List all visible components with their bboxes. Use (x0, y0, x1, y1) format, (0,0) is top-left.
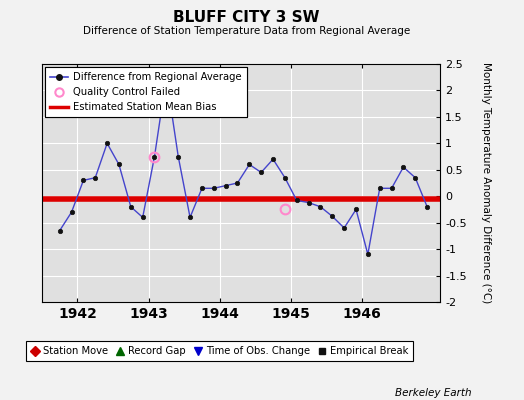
Text: Difference of Station Temperature Data from Regional Average: Difference of Station Temperature Data f… (83, 26, 410, 36)
Text: Berkeley Earth: Berkeley Earth (395, 388, 472, 398)
Legend: Station Move, Record Gap, Time of Obs. Change, Empirical Break: Station Move, Record Gap, Time of Obs. C… (26, 341, 413, 361)
Text: BLUFF CITY 3 SW: BLUFF CITY 3 SW (173, 10, 320, 25)
Legend: Difference from Regional Average, Quality Control Failed, Estimated Station Mean: Difference from Regional Average, Qualit… (45, 67, 247, 117)
Y-axis label: Monthly Temperature Anomaly Difference (°C): Monthly Temperature Anomaly Difference (… (481, 62, 490, 304)
